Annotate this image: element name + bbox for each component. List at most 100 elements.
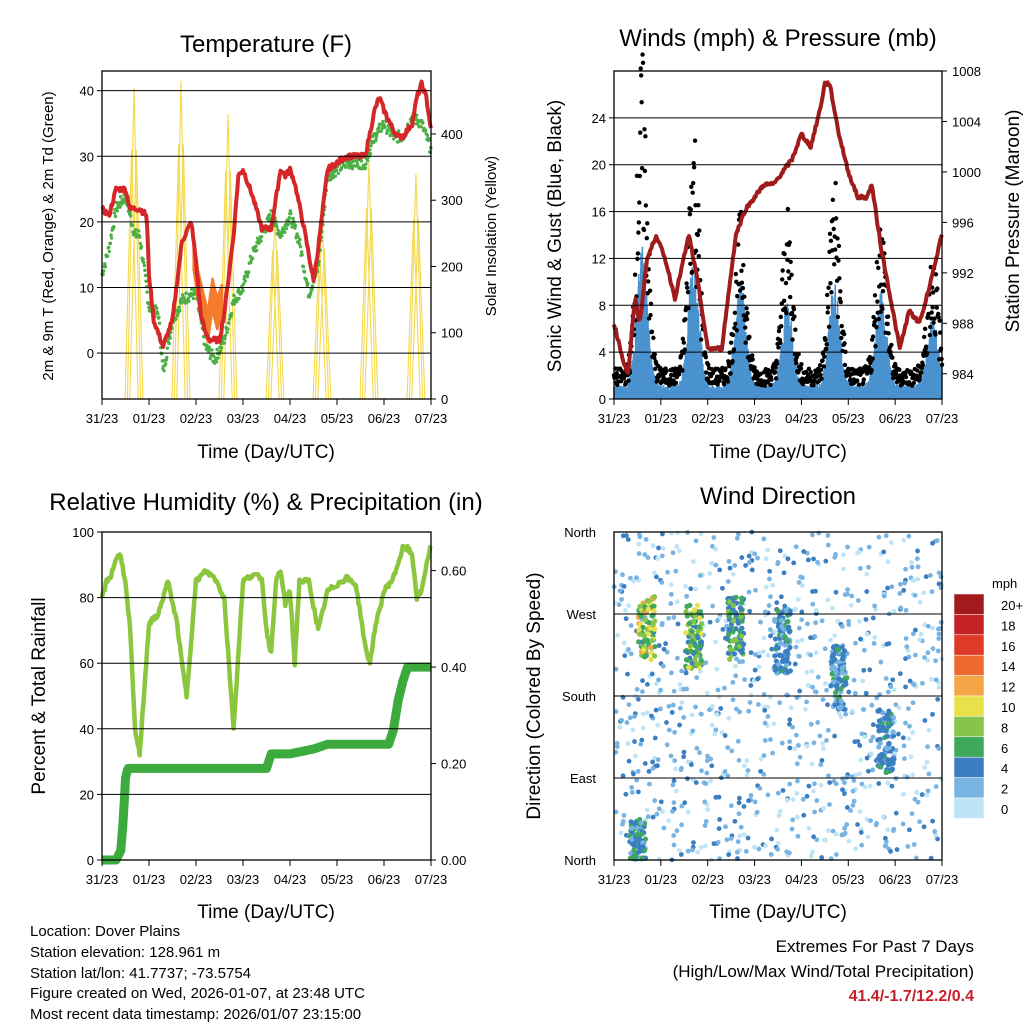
- dewpoint-point: [328, 174, 333, 179]
- direction-point: [928, 572, 933, 578]
- direction-point: [861, 647, 867, 653]
- dewpoint-point: [287, 215, 291, 220]
- direction-point: [784, 797, 790, 803]
- direction-point: [938, 574, 944, 580]
- direction-point: [821, 805, 826, 811]
- direction-cluster-point: [695, 628, 701, 634]
- direction-point: [733, 663, 738, 669]
- dewpoint-point: [250, 256, 255, 261]
- gust-point: [780, 277, 785, 282]
- gust-point: [696, 254, 702, 259]
- direction-point: [671, 688, 677, 694]
- direction-point: [728, 836, 734, 841]
- direction-point: [894, 847, 900, 852]
- direction-point: [796, 743, 801, 748]
- direction-point: [741, 763, 747, 769]
- gust-point: [733, 321, 738, 326]
- direction-point: [613, 666, 619, 672]
- gust-point: [870, 334, 876, 339]
- direction-point: [765, 714, 771, 719]
- direction-cluster-point: [694, 602, 701, 608]
- y-tick-label: 20: [80, 215, 94, 230]
- direction-point: [738, 824, 744, 830]
- direction-point: [703, 781, 709, 787]
- gust-point: [743, 325, 748, 330]
- legend-label: 8: [1001, 720, 1008, 735]
- direction-point: [795, 597, 801, 602]
- direction-cluster-point: [645, 631, 651, 637]
- direction-point: [910, 730, 916, 735]
- direction-point: [635, 768, 641, 774]
- direction-point: [904, 774, 910, 780]
- plot-frame: [101, 531, 432, 861]
- direction-point: [889, 584, 895, 590]
- legend-swatch: [953, 716, 985, 738]
- direction-cluster-point: [875, 708, 881, 714]
- direction-point: [815, 720, 821, 725]
- direction-point: [835, 618, 841, 624]
- direction-point: [752, 844, 757, 850]
- direction-point: [795, 833, 801, 839]
- direction-cluster-point: [890, 729, 896, 735]
- direction-cluster-point: [640, 643, 646, 649]
- direction-point: [742, 677, 747, 683]
- direction-point: [625, 671, 630, 677]
- gust-point: [721, 382, 727, 387]
- direction-point: [625, 537, 631, 542]
- direction-point: [767, 694, 773, 700]
- direction-point: [852, 690, 858, 696]
- dewpoint-point: [134, 227, 138, 232]
- direction-point: [914, 556, 920, 562]
- direction-point: [925, 658, 931, 663]
- dewpoint-point: [138, 235, 142, 239]
- wind-direction-panel: Wind Direction Time (Day/UTC) Direction …: [524, 483, 1023, 923]
- direction-point: [893, 810, 899, 816]
- direction-point: [814, 798, 820, 803]
- latlon-text: Station lat/lon: 41.7737; -73.5754: [30, 964, 252, 982]
- gust-point: [838, 299, 843, 305]
- direction-point: [725, 579, 731, 584]
- direction-point: [631, 771, 636, 777]
- direction-point: [665, 569, 670, 575]
- dewpoint-point: [141, 257, 145, 261]
- gust-point: [642, 168, 648, 174]
- y-right-tick-label: 0.00: [441, 853, 466, 868]
- direction-point: [717, 567, 723, 573]
- direction-point: [719, 730, 725, 735]
- dewpoint-point: [396, 129, 401, 133]
- gust-point: [839, 335, 844, 341]
- direction-point: [650, 543, 656, 549]
- direction-point: [681, 754, 687, 760]
- dewpoint-point: [142, 260, 146, 265]
- dewpoint-point: [386, 129, 390, 133]
- gust-point: [818, 367, 824, 372]
- direction-cluster-point: [725, 632, 732, 638]
- dewpoint-point: [219, 346, 224, 350]
- y-tick-label: 4: [599, 345, 606, 360]
- direction-point: [796, 625, 802, 631]
- gust-point: [860, 369, 865, 375]
- direction-point: [717, 817, 723, 822]
- direction-point: [737, 659, 743, 665]
- pressure-line: [612, 80, 944, 375]
- direction-point: [851, 798, 857, 804]
- direction-point: [811, 788, 816, 794]
- gust-point: [935, 286, 940, 291]
- gust-point: [750, 353, 755, 358]
- direction-point: [653, 707, 659, 713]
- direction-point: [863, 617, 869, 622]
- direction-cluster-point: [631, 847, 637, 853]
- direction-point: [856, 549, 862, 555]
- direction-cluster-point: [890, 715, 897, 721]
- gust-point: [880, 288, 886, 294]
- direction-cluster-point: [877, 740, 883, 746]
- direction-point: [703, 819, 709, 824]
- direction-point: [723, 824, 728, 830]
- gust-point: [854, 378, 860, 383]
- gust-point: [893, 364, 898, 369]
- direction-point: [652, 570, 657, 576]
- direction-point: [666, 703, 672, 709]
- gust-point: [735, 242, 741, 247]
- gust-point: [875, 299, 880, 304]
- direction-point: [758, 768, 764, 774]
